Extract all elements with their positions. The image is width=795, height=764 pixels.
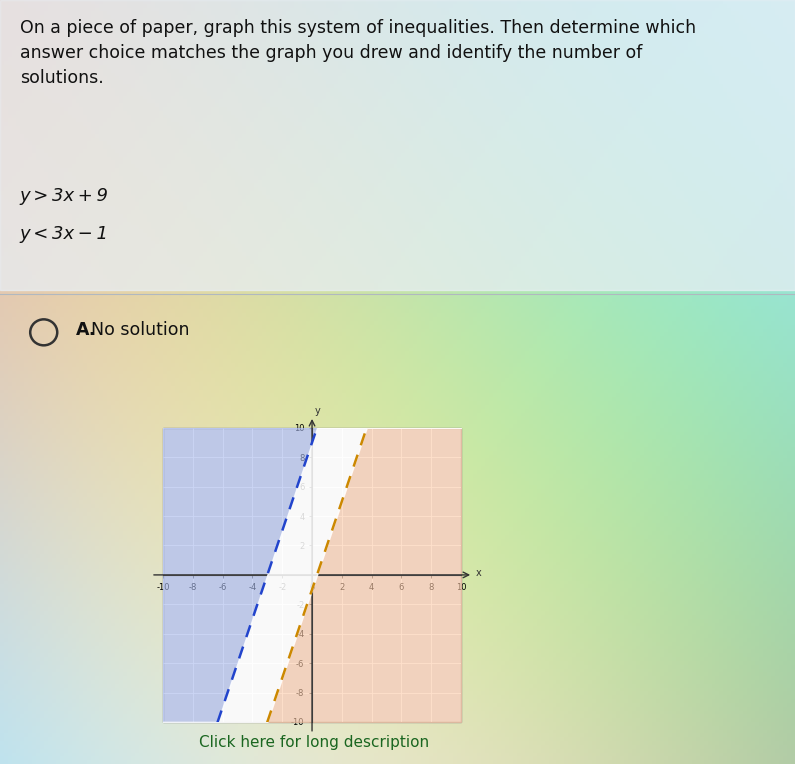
Text: On a piece of paper, graph this system of inequalities. Then determine which
ans: On a piece of paper, graph this system o… <box>20 19 696 87</box>
Text: x: x <box>476 568 482 578</box>
Text: A.: A. <box>76 321 96 339</box>
Text: y: y <box>315 406 320 416</box>
Bar <box>0 0 795 290</box>
Text: y < 3x − 1: y < 3x − 1 <box>20 225 109 244</box>
Text: Click here for long description: Click here for long description <box>199 735 429 750</box>
Text: y > 3x + 9: y > 3x + 9 <box>20 187 109 206</box>
Text: No solution: No solution <box>91 321 190 339</box>
